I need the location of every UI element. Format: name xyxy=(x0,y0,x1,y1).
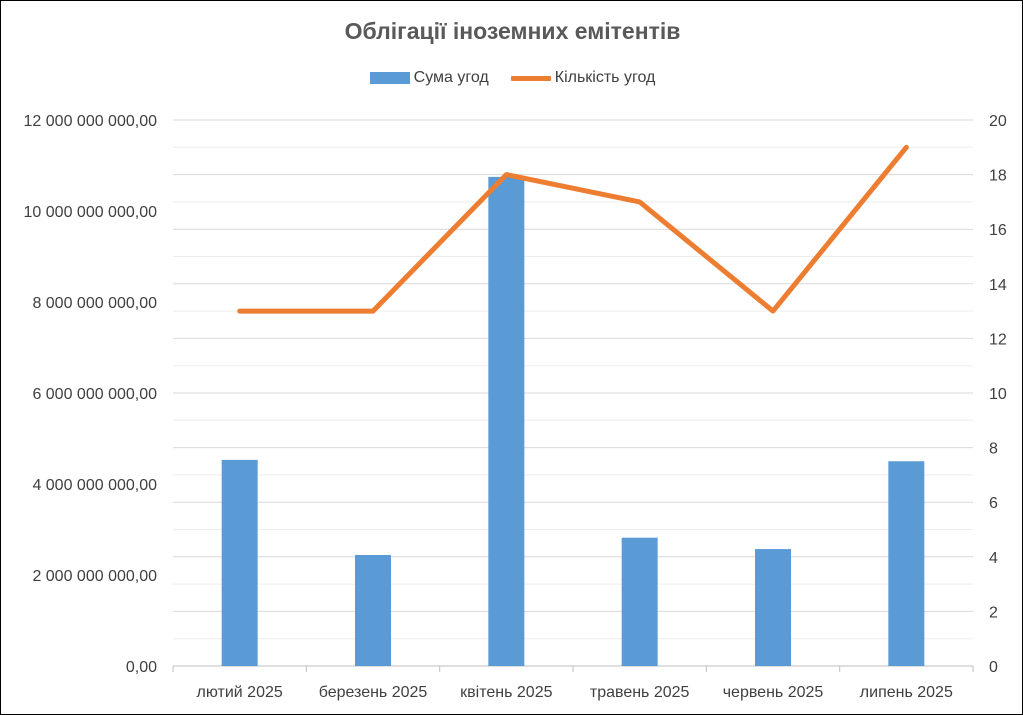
y-left-tick-label: 6 000 000 000,00 xyxy=(32,386,157,403)
x-tick-label: травень 2025 xyxy=(590,684,690,701)
legend: Сума угод Кількість угод xyxy=(1,69,1023,87)
y-right-tick-label: 2 xyxy=(989,604,998,621)
y-left-tick-label: 10 000 000 000,00 xyxy=(24,204,158,221)
bar xyxy=(221,459,258,666)
y-right-tick-label: 4 xyxy=(989,550,998,567)
bar xyxy=(621,537,658,666)
line-point xyxy=(772,310,774,312)
y-right-tick-label: 14 xyxy=(989,277,1007,294)
line-point xyxy=(239,310,241,312)
y-right-tick-label: 10 xyxy=(989,386,1007,403)
x-tick-label: липень 2025 xyxy=(860,684,953,701)
legend-item-bar: Сума угод xyxy=(369,69,489,87)
bar xyxy=(488,176,525,666)
y-right-tick-label: 12 xyxy=(989,331,1007,348)
y-right-tick-label: 8 xyxy=(989,441,998,458)
x-tick-label: квітень 2025 xyxy=(460,684,552,701)
x-tick-label: червень 2025 xyxy=(723,684,824,701)
line-point xyxy=(639,201,641,203)
legend-label-line: Кількість угод xyxy=(554,69,656,86)
y-right-tick-label: 0 xyxy=(989,659,998,676)
line-point xyxy=(505,174,507,176)
x-tick-label: лютий 2025 xyxy=(197,684,283,701)
y-right-tick-label: 16 xyxy=(989,222,1007,239)
y-left-tick-label: 0,00 xyxy=(126,659,157,676)
y-right-tick-label: 18 xyxy=(989,168,1007,185)
y-left-tick-label: 2 000 000 000,00 xyxy=(32,568,157,585)
y-left-tick-label: 4 000 000 000,00 xyxy=(32,477,157,494)
chart-title: Облігації іноземних емітентів xyxy=(344,18,681,44)
line-series xyxy=(237,144,909,314)
y-right-tick-label: 6 xyxy=(989,495,998,512)
legend-swatch-line xyxy=(510,75,551,81)
legend-swatch-bar xyxy=(369,72,410,84)
x-tick-label: березень 2025 xyxy=(319,684,428,701)
bar xyxy=(355,554,391,666)
y-right-tick-label: 20 xyxy=(989,113,1007,130)
line-point xyxy=(372,310,374,312)
line-point xyxy=(905,146,907,148)
legend-label-bar: Сума угод xyxy=(413,69,489,86)
bar xyxy=(755,549,791,666)
y-left-tick-label: 12 000 000 000,00 xyxy=(24,113,158,130)
legend-item-line: Кількість угод xyxy=(510,69,656,87)
bar xyxy=(888,461,925,666)
y-left-tick-label: 8 000 000 000,00 xyxy=(32,295,157,312)
